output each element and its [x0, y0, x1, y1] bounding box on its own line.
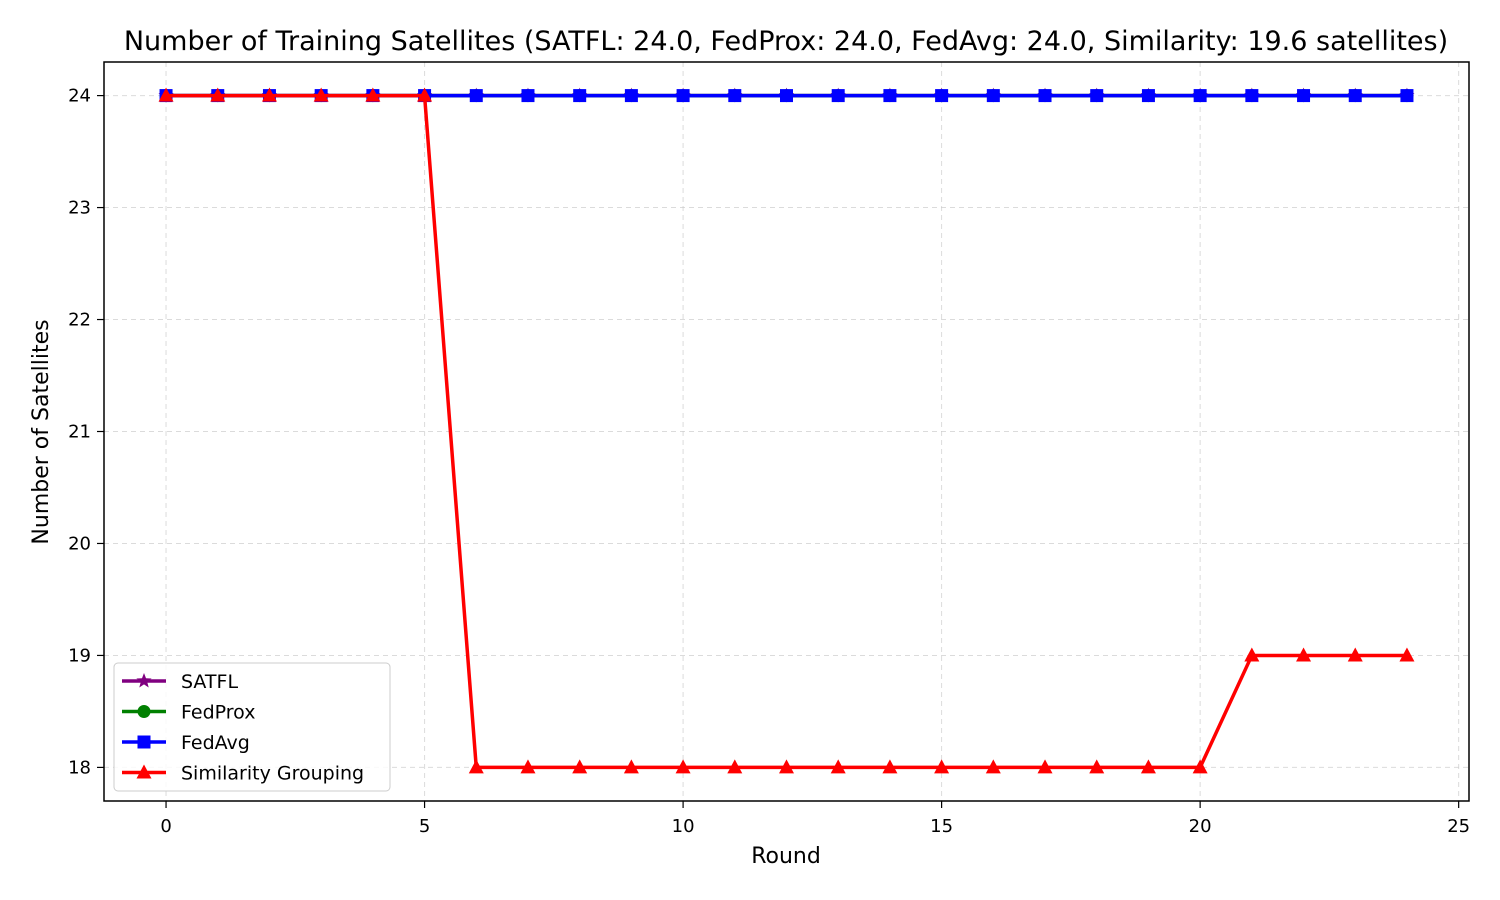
data-point-fedavg — [1193, 89, 1207, 103]
legend-label-similarity-grouping: Similarity Grouping — [181, 763, 364, 785]
data-point-fedavg — [986, 89, 1000, 103]
data-point-similarity-grouping — [882, 759, 898, 774]
data-point-fedavg — [624, 89, 638, 103]
data-point-similarity-grouping — [623, 759, 639, 774]
data-point-similarity-grouping — [830, 759, 846, 774]
data-point-similarity-grouping — [1089, 759, 1105, 774]
data-point-fedavg — [1245, 89, 1259, 103]
legend-marker-fedavg — [137, 735, 151, 749]
x-tick-label: 25 — [1447, 816, 1470, 837]
data-point-similarity-grouping — [520, 759, 536, 774]
legend-marker-similarity-grouping — [136, 764, 152, 779]
y-tick-label: 24 — [68, 86, 91, 107]
x-axis-ticks: 0 5 10 15 20 25 — [160, 801, 1470, 837]
data-point-fedavg — [780, 89, 793, 103]
x-tick-label: 0 — [160, 816, 171, 837]
data-point-similarity-grouping — [675, 759, 691, 774]
y-axis-ticks: 18 19 20 21 22 23 24 — [68, 86, 104, 778]
data-point-fedavg — [1038, 89, 1052, 103]
data-point-fedavg — [1297, 89, 1311, 103]
data-point-fedavg — [1348, 89, 1362, 103]
data-point-fedavg — [1090, 89, 1104, 103]
y-tick-label: 20 — [68, 533, 91, 554]
data-point-fedavg — [935, 89, 949, 103]
data-point-similarity-grouping — [1399, 647, 1415, 662]
legend-item-fedavg: FedAvg — [122, 732, 250, 754]
data-point-similarity-grouping — [261, 87, 277, 102]
data-point-similarity-grouping — [1037, 759, 1053, 774]
data-point-similarity-grouping — [1347, 647, 1363, 662]
data-point-fedavg — [883, 89, 897, 103]
x-tick-label: 5 — [419, 816, 430, 837]
data-point-fedavg — [573, 89, 587, 103]
data-point-fedavg — [676, 89, 690, 103]
y-tick-label: 22 — [68, 310, 91, 331]
legend-marker-fedprox — [137, 705, 151, 718]
data-point-similarity-grouping — [572, 759, 588, 774]
data-point-similarity-grouping — [417, 87, 433, 102]
x-tick-label: 10 — [672, 816, 695, 837]
data-point-similarity-grouping — [934, 759, 950, 774]
data-point-similarity-grouping — [313, 87, 329, 102]
series-similarity-grouping — [158, 87, 1415, 774]
legend-item-fedprox: FedProx — [122, 702, 255, 724]
legend: SATFL FedProx FedAvg Similarity Grouping — [113, 662, 391, 792]
data-point-fedavg — [469, 89, 483, 103]
data-point-similarity-grouping — [210, 87, 226, 102]
legend-label-satfl: SATFL — [181, 671, 238, 693]
data-point-fedavg — [521, 89, 535, 103]
legend-box — [113, 662, 391, 792]
data-point-similarity-grouping — [1140, 759, 1156, 774]
x-tick-label: 20 — [1189, 816, 1212, 837]
legend-item-similarity-grouping: Similarity Grouping — [122, 763, 364, 785]
legend-label-fedprox: FedProx — [181, 702, 255, 724]
series-layer — [158, 87, 1415, 774]
data-point-similarity-grouping — [1192, 759, 1208, 774]
data-point-similarity-grouping — [779, 759, 794, 774]
legend-marker-satfl — [136, 673, 152, 688]
y-axis-label: Number of Satellites — [29, 319, 54, 544]
data-point-similarity-grouping — [365, 87, 381, 102]
x-axis-label: Round — [751, 844, 821, 869]
data-point-similarity-grouping — [468, 759, 484, 774]
x-tick-label: 15 — [930, 816, 953, 837]
y-tick-label: 18 — [68, 757, 91, 778]
data-point-fedavg — [1141, 89, 1155, 103]
legend-item-satfl: SATFL — [122, 671, 238, 693]
chart-title: Number of Training Satellites (SATFL: 24… — [124, 26, 1448, 57]
data-point-similarity-grouping — [158, 87, 174, 102]
data-point-fedavg — [728, 89, 742, 103]
y-tick-label: 19 — [68, 645, 91, 666]
data-point-similarity-grouping — [727, 759, 743, 774]
data-point-similarity-grouping — [1296, 647, 1312, 662]
data-point-fedavg — [831, 89, 845, 103]
y-tick-label: 21 — [68, 422, 91, 443]
legend-label-fedavg: FedAvg — [181, 732, 250, 754]
data-point-similarity-grouping — [1244, 647, 1260, 662]
data-point-fedavg — [1400, 89, 1414, 103]
data-point-similarity-grouping — [985, 759, 1001, 774]
y-tick-label: 23 — [68, 198, 91, 219]
